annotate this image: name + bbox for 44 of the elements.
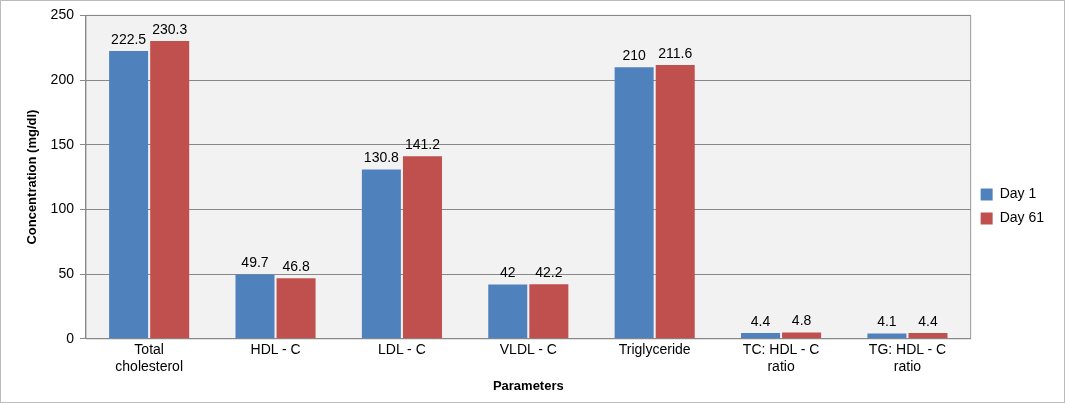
y-axis-title: Concentration (mg/dl) bbox=[24, 109, 40, 245]
bar bbox=[655, 65, 695, 339]
y-tick-label: 200 bbox=[50, 70, 75, 87]
legend-label: Day 1 bbox=[999, 185, 1037, 202]
bar bbox=[741, 333, 781, 339]
x-tick-label: VLDL - C bbox=[499, 341, 557, 358]
x-axis-title: Parameters bbox=[492, 377, 564, 393]
data-label: 4.4 bbox=[750, 312, 771, 329]
data-label: 49.7 bbox=[241, 254, 269, 271]
bar bbox=[908, 333, 948, 339]
data-label: 42.2 bbox=[535, 264, 563, 281]
x-tick-label: HDL - C bbox=[250, 341, 301, 358]
x-tick-label: LDL - C bbox=[378, 341, 426, 358]
data-label: 46.8 bbox=[282, 258, 310, 275]
bar bbox=[402, 156, 442, 339]
y-tick-label: 150 bbox=[50, 135, 75, 152]
bar bbox=[276, 278, 316, 339]
x-tick-label: Total cholesterol bbox=[115, 341, 183, 374]
data-label: 4.8 bbox=[791, 312, 812, 329]
bar bbox=[109, 50, 149, 339]
bar bbox=[150, 40, 190, 339]
data-label: 4.1 bbox=[877, 313, 897, 330]
y-tick-label: 250 bbox=[50, 6, 75, 23]
bar bbox=[361, 169, 401, 339]
x-tick-label: Triglyceride bbox=[618, 341, 691, 358]
data-label: 141.2 bbox=[404, 136, 441, 152]
data-label: 4.4 bbox=[918, 312, 938, 329]
data-label: 42 bbox=[499, 264, 516, 281]
y-tick-label: 50 bbox=[58, 264, 75, 281]
bar bbox=[488, 284, 528, 339]
legend-label: Day 61 bbox=[999, 209, 1045, 226]
data-label: 210 bbox=[622, 47, 647, 63]
data-label: 222.5 bbox=[111, 30, 147, 47]
bar bbox=[235, 274, 275, 339]
y-tick-label: 100 bbox=[50, 200, 75, 217]
bar bbox=[867, 333, 907, 339]
y-tick-label: 0 bbox=[66, 329, 75, 346]
data-label: 211.6 bbox=[658, 44, 693, 61]
data-label: 230.3 bbox=[152, 20, 188, 37]
data-label: 130.8 bbox=[363, 149, 400, 166]
bar bbox=[614, 67, 654, 339]
bar bbox=[529, 284, 569, 339]
x-tick-label: TG: HDL - C ratio bbox=[868, 341, 947, 374]
x-tick-label: TC: HDL - C ratio bbox=[742, 341, 820, 374]
